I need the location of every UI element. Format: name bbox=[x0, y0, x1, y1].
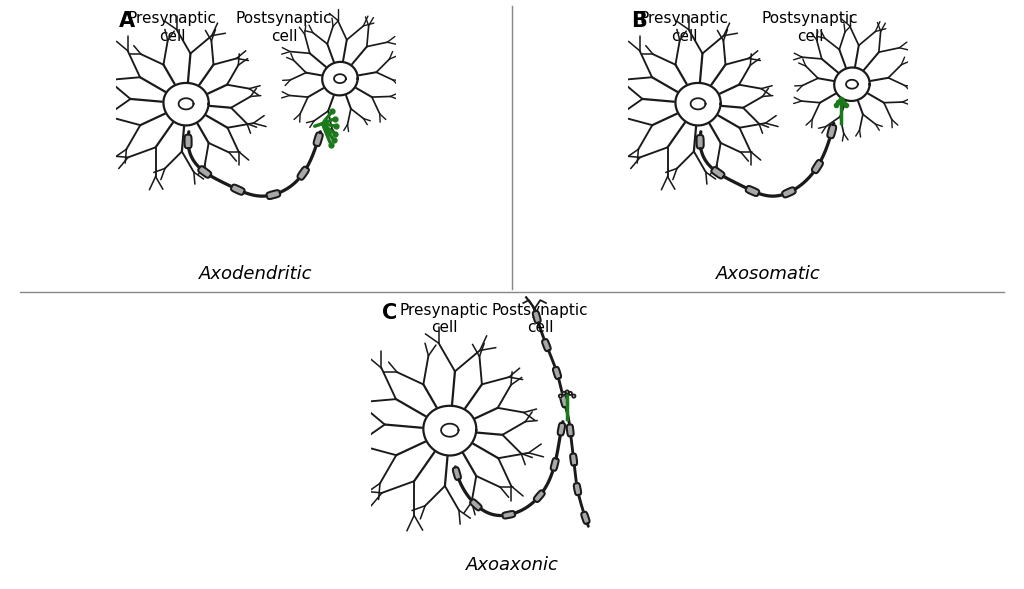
Polygon shape bbox=[827, 124, 837, 138]
Polygon shape bbox=[712, 167, 724, 178]
Polygon shape bbox=[184, 135, 191, 148]
Polygon shape bbox=[690, 98, 706, 110]
Text: Presynaptic
cell: Presynaptic cell bbox=[640, 11, 728, 44]
Polygon shape bbox=[423, 406, 476, 455]
Polygon shape bbox=[551, 458, 558, 471]
Circle shape bbox=[572, 395, 575, 398]
Polygon shape bbox=[266, 190, 281, 199]
Text: Axoaxonic: Axoaxonic bbox=[466, 557, 558, 574]
Polygon shape bbox=[567, 425, 573, 436]
Circle shape bbox=[565, 391, 568, 393]
Polygon shape bbox=[560, 395, 568, 408]
Polygon shape bbox=[573, 483, 581, 495]
Polygon shape bbox=[745, 186, 759, 196]
Polygon shape bbox=[542, 339, 551, 351]
Text: Axodendritic: Axodendritic bbox=[200, 265, 312, 283]
Circle shape bbox=[568, 392, 572, 395]
Text: Postsynaptic
cell: Postsynaptic cell bbox=[762, 11, 858, 44]
Polygon shape bbox=[582, 512, 590, 524]
Text: Postsynaptic
cell: Postsynaptic cell bbox=[492, 303, 589, 335]
Polygon shape bbox=[782, 187, 796, 197]
Text: A: A bbox=[119, 11, 135, 31]
Polygon shape bbox=[298, 167, 309, 180]
Polygon shape bbox=[532, 311, 541, 323]
Polygon shape bbox=[534, 490, 545, 502]
Polygon shape bbox=[178, 98, 194, 110]
Polygon shape bbox=[835, 68, 869, 101]
Text: B: B bbox=[631, 11, 647, 31]
Polygon shape bbox=[696, 135, 703, 148]
Polygon shape bbox=[558, 423, 565, 435]
Text: C: C bbox=[382, 303, 397, 323]
Polygon shape bbox=[441, 423, 459, 436]
Text: Postsynaptic
cell: Postsynaptic cell bbox=[236, 11, 333, 44]
Polygon shape bbox=[453, 467, 461, 480]
Polygon shape bbox=[199, 166, 211, 178]
Circle shape bbox=[562, 392, 565, 395]
Polygon shape bbox=[231, 184, 245, 195]
Polygon shape bbox=[334, 74, 346, 83]
Polygon shape bbox=[553, 367, 561, 379]
Polygon shape bbox=[812, 160, 823, 173]
Text: Presynaptic
cell: Presynaptic cell bbox=[128, 11, 216, 44]
Polygon shape bbox=[676, 83, 721, 125]
Polygon shape bbox=[570, 454, 578, 465]
Polygon shape bbox=[846, 80, 858, 89]
Polygon shape bbox=[470, 499, 481, 510]
Text: Presynaptic
cell: Presynaptic cell bbox=[399, 303, 488, 335]
Polygon shape bbox=[503, 511, 515, 518]
Polygon shape bbox=[313, 133, 323, 146]
Polygon shape bbox=[323, 62, 357, 95]
Polygon shape bbox=[164, 83, 209, 125]
Circle shape bbox=[559, 395, 562, 398]
Text: Axosomatic: Axosomatic bbox=[716, 265, 820, 283]
